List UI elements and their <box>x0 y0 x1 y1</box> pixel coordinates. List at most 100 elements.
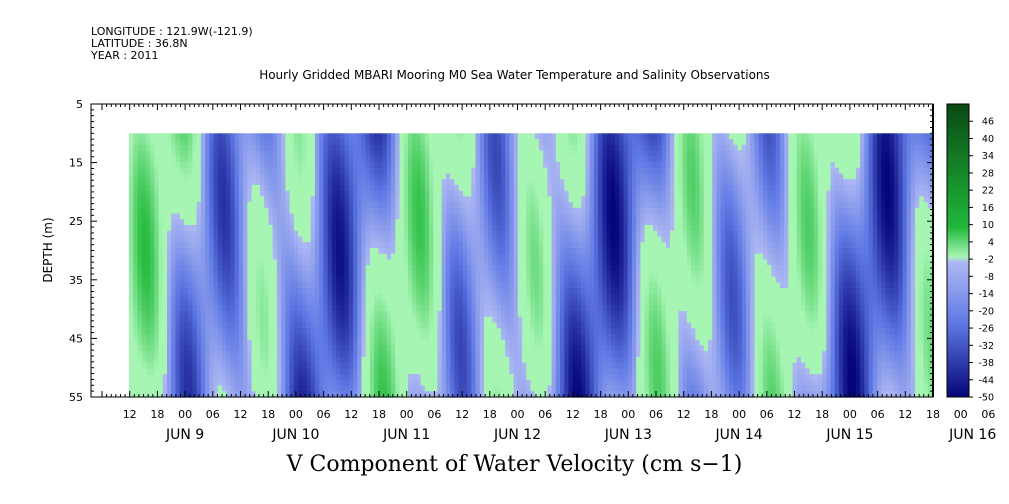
heatmap-cell <box>188 202 193 209</box>
heatmap-cell <box>484 391 489 398</box>
heatmap-cell <box>505 316 510 324</box>
heatmap-cell <box>260 259 265 266</box>
heatmap-cell <box>509 322 515 329</box>
heatmap-cell <box>150 339 155 346</box>
heatmap-cell <box>416 144 422 152</box>
heatmap-cell <box>251 207 257 215</box>
heatmap-cell <box>374 133 379 140</box>
heatmap-cell <box>251 299 257 306</box>
heatmap-cell <box>467 368 472 375</box>
heatmap-cell <box>268 150 274 157</box>
heatmap-cell <box>344 316 350 324</box>
heatmap-cell <box>302 167 308 175</box>
heatmap-cell <box>538 305 544 312</box>
heatmap-cell <box>391 385 396 392</box>
heatmap-cell <box>129 265 134 272</box>
heatmap-cell <box>298 385 303 392</box>
heatmap-cell <box>217 230 223 238</box>
heatmap-cell <box>226 293 232 301</box>
heatmap-cell <box>171 133 177 140</box>
heatmap-cell <box>534 322 540 329</box>
heatmap-cell <box>285 270 291 278</box>
heatmap-cell <box>171 139 177 146</box>
heatmap-cell <box>568 311 574 318</box>
heatmap-cell <box>310 196 316 203</box>
heatmap-cell <box>302 139 308 146</box>
heatmap-cell <box>310 230 316 238</box>
heatmap-field <box>129 133 933 398</box>
heatmap-cell <box>331 196 337 203</box>
heatmap-cell <box>272 379 278 387</box>
heatmap-cell <box>310 299 316 306</box>
heatmap-cell <box>255 219 261 226</box>
heatmap-cell <box>496 276 502 283</box>
heatmap-cell <box>581 179 587 186</box>
heatmap-cell <box>538 265 544 272</box>
heatmap-cell <box>179 213 185 220</box>
heatmap-cell <box>454 196 460 203</box>
heatmap-cell <box>538 270 544 278</box>
heatmap-cell <box>361 225 367 232</box>
heatmap-cell <box>441 133 447 140</box>
heatmap-cell <box>403 219 409 226</box>
heatmap-cell <box>471 196 477 203</box>
heatmap-cell <box>213 293 219 301</box>
heatmap-cell <box>555 276 561 283</box>
heatmap-cell <box>505 282 510 289</box>
heatmap-cell <box>247 156 253 163</box>
heatmap-cell <box>488 144 494 152</box>
heatmap-cell <box>319 236 325 243</box>
heatmap-cell <box>534 288 540 295</box>
heatmap-cell <box>289 374 295 381</box>
heatmap-cell <box>264 225 270 232</box>
heatmap-cell <box>471 299 477 306</box>
heatmap-cell <box>517 247 523 255</box>
heatmap-cell <box>433 167 439 175</box>
heatmap-cell <box>530 196 536 203</box>
heatmap-cell <box>179 236 185 243</box>
heatmap-cell <box>395 253 401 261</box>
heatmap-cell <box>145 139 151 146</box>
heatmap-cell <box>319 150 325 157</box>
heatmap-cell <box>323 247 329 255</box>
heatmap-cell <box>492 288 498 295</box>
heatmap-cell <box>336 351 341 358</box>
heatmap-cell <box>141 265 147 272</box>
heatmap-cell <box>424 161 430 169</box>
heatmap-cell <box>331 333 337 341</box>
heatmap-cell <box>217 196 223 203</box>
heatmap-cell <box>429 219 434 226</box>
heatmap-cell <box>395 282 401 289</box>
heatmap-cell <box>517 288 523 295</box>
heatmap-cell <box>205 270 210 278</box>
heatmap-cell <box>522 225 527 232</box>
heatmap-cell <box>348 322 354 329</box>
heatmap-cell <box>467 236 472 243</box>
heatmap-cell <box>336 202 341 209</box>
heatmap-cell <box>386 379 392 387</box>
heatmap-cell <box>509 379 515 387</box>
heatmap-cell <box>145 282 151 289</box>
heatmap-cell <box>543 316 549 324</box>
heatmap-cell <box>576 202 582 209</box>
heatmap-cell <box>183 225 189 232</box>
heatmap-cell <box>458 362 464 369</box>
heatmap-cell <box>260 311 265 318</box>
heatmap-cell <box>145 202 151 209</box>
heatmap-cell <box>555 333 561 341</box>
heatmap-cell <box>450 150 456 157</box>
heatmap-cell <box>226 247 232 255</box>
heatmap-cell <box>538 242 544 249</box>
heatmap-cell <box>395 351 401 358</box>
heatmap-cell <box>454 333 460 341</box>
heatmap-cell <box>175 230 181 238</box>
heatmap-cell <box>458 270 464 278</box>
heatmap-cell <box>192 150 198 157</box>
heatmap-cell <box>399 236 405 243</box>
heatmap-cell <box>420 356 426 364</box>
heatmap-cell <box>209 293 215 301</box>
heatmap-cell <box>454 379 460 387</box>
heatmap-cell <box>302 161 308 169</box>
heatmap-cell <box>162 173 168 180</box>
heatmap-cell <box>175 316 181 324</box>
